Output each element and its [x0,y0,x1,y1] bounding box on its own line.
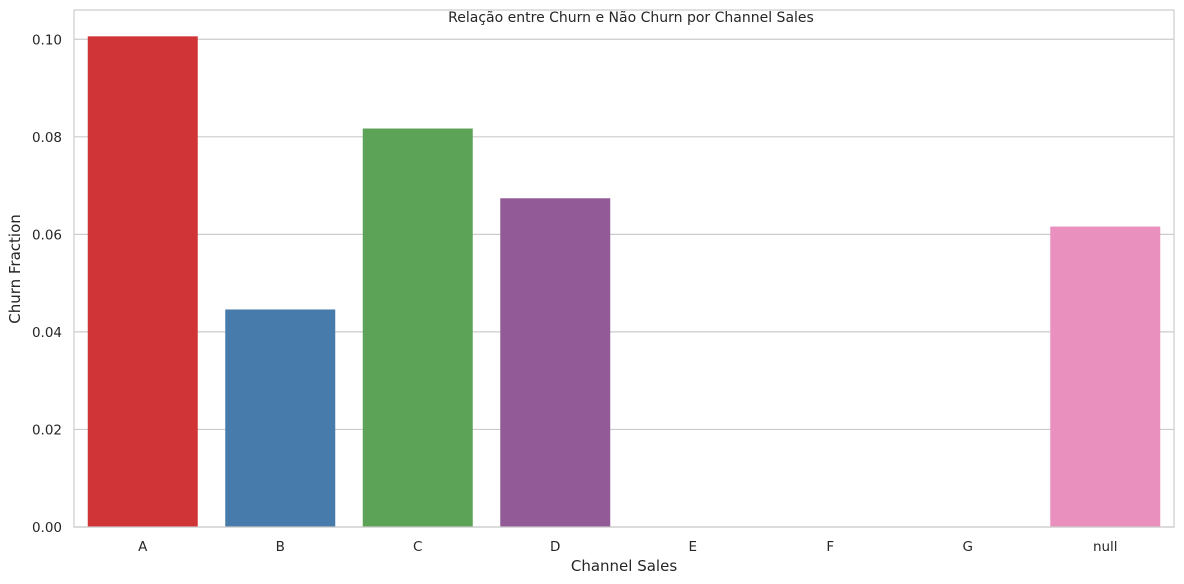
x-tick-label: G [963,539,973,555]
x-axis-label: Channel Sales [571,557,677,575]
plot-frame [73,9,1175,528]
bar-null [1050,226,1161,527]
chart-title: Relação entre Churn e Não Churn por Chan… [448,10,814,26]
bar-A [87,36,198,527]
y-tick-label: 0.04 [32,325,62,341]
x-tick-label: E [688,539,697,555]
y-tick-label: 0.10 [32,32,62,48]
y-tick-label: 0.08 [32,130,62,146]
y-tick-label: 0.06 [32,227,62,243]
bar-D [500,198,611,527]
x-tick-label: C [413,539,422,555]
y-tick-label: 0.00 [32,520,62,536]
bar-B [225,309,336,527]
x-tick-label: null [1093,539,1118,555]
x-tick-label: A [138,539,148,555]
x-tick-label: D [550,539,560,555]
y-tick-labels: 0.00 0.02 0.04 0.06 0.08 0.10 [32,32,62,536]
y-tick-label: 0.02 [32,422,62,438]
bars [87,36,1161,527]
x-tick-label: F [826,539,834,555]
x-tick-label: B [276,539,285,555]
bar-C [362,128,473,527]
y-axis-label: Churn Fraction [6,214,24,324]
